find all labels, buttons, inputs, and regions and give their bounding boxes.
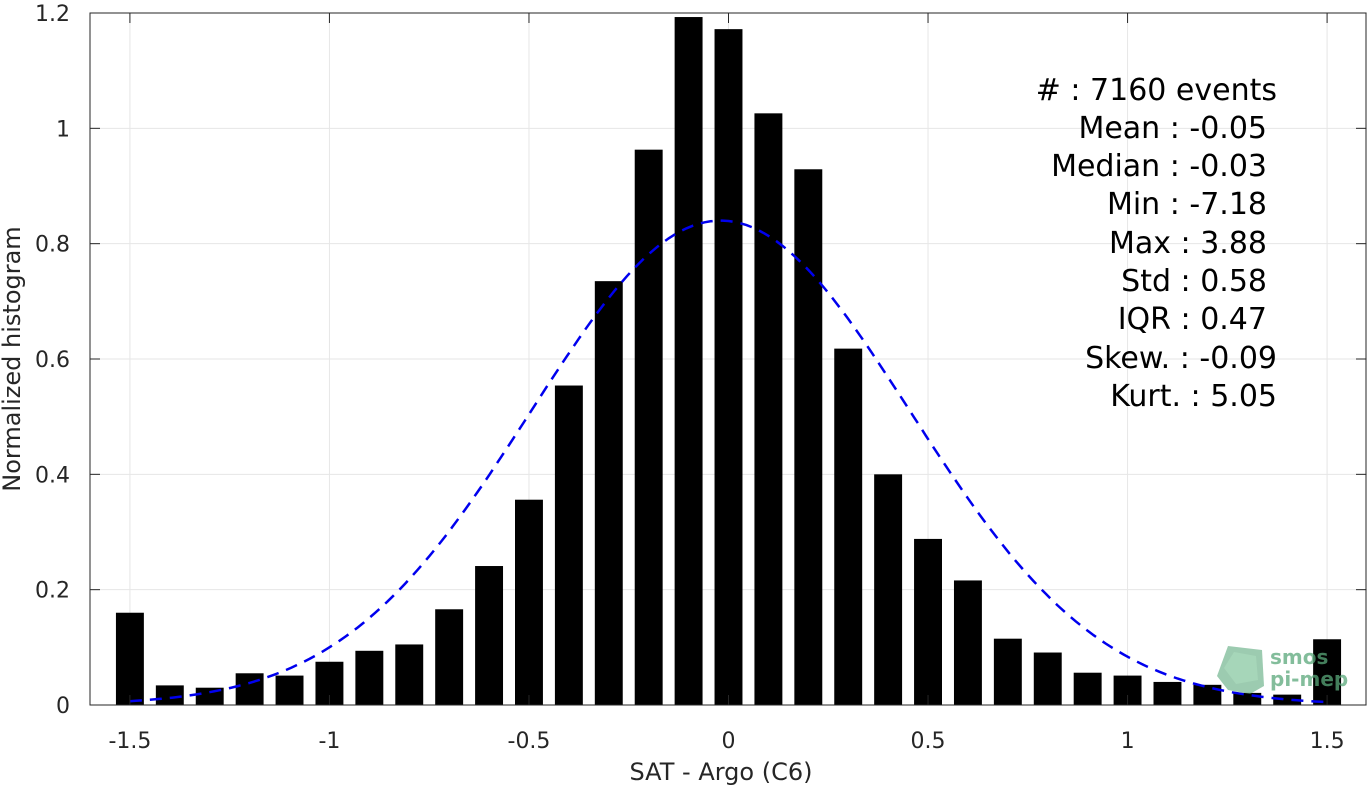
histogram-bar (435, 609, 464, 705)
logo-line2: pi-mep (1270, 667, 1348, 691)
histogram-bar (235, 673, 264, 705)
y-tick-label: 1 (56, 117, 70, 142)
axis-ticks: -1.5 -1 -0.5 0 0.5 1 1.5 0 0.2 0.4 0.6 0.8 1 1.2 (35, 2, 1366, 754)
histogram-bar (1313, 639, 1342, 705)
x-tick-label: 1.5 (1310, 729, 1345, 754)
logo-line1: smos (1270, 645, 1328, 669)
histogram-bar (714, 29, 743, 705)
histogram-bar (275, 675, 304, 705)
histogram-bar (754, 113, 783, 706)
histogram-bar (395, 644, 424, 705)
histogram-bar (874, 474, 903, 705)
smos-pimep-logo: smos pi-mep (1217, 645, 1348, 694)
stats-skewness: Skew. : -0.09 (1085, 341, 1277, 376)
y-tick-label: 0.2 (35, 579, 70, 604)
bar-series (115, 17, 1342, 706)
x-axis-label: SAT - Argo (C6) (630, 758, 813, 786)
x-tick-label: 0.5 (911, 729, 946, 754)
x-tick-label: 0 (722, 729, 736, 754)
histogram-bar (115, 612, 144, 705)
fit-curve-layer (129, 219, 1328, 704)
x-tick-label: -1.5 (108, 729, 151, 754)
histogram-bar (1233, 692, 1262, 705)
histogram-bar (1273, 694, 1302, 705)
histogram-bar (554, 385, 583, 705)
logo-wave-mark-inner (1224, 652, 1258, 684)
y-tick-label: 0 (56, 694, 70, 719)
histogram-bar (475, 566, 504, 705)
y-tick-label: 0.6 (35, 348, 70, 373)
stats-min: Min : -7.18 (1107, 187, 1267, 222)
x-tick-label: -1 (318, 729, 340, 754)
stats-median: Median : -0.03 (1051, 149, 1267, 184)
histogram-bar (355, 650, 384, 705)
stats-iqr: IQR : 0.47 (1118, 302, 1267, 337)
histogram-bar (834, 348, 863, 705)
histogram-bar (993, 638, 1022, 705)
histogram-bar (953, 580, 982, 705)
gaussian-fit-curve (129, 219, 1328, 704)
stats-count: # : 7160 events (1036, 73, 1277, 108)
histogram-bar (674, 17, 703, 705)
stats-mean: Mean : -0.05 (1078, 111, 1267, 146)
stats-kurtosis: Kurt. : 5.05 (1110, 379, 1277, 414)
histogram-bar (1073, 672, 1102, 705)
histogram-bar (914, 538, 942, 705)
stats-std: Std : 0.58 (1121, 264, 1267, 299)
stats-max: Max : 3.88 (1109, 226, 1267, 261)
histogram-bar (155, 685, 184, 705)
x-tick-label: 1 (1121, 729, 1135, 754)
histogram-bar (1153, 681, 1182, 705)
histogram-bar (1033, 652, 1062, 705)
histogram-bar (594, 281, 623, 705)
histogram-bar (515, 499, 543, 705)
y-axis-label: Normalized histogram (0, 226, 26, 491)
y-tick-label: 1.2 (35, 2, 70, 27)
histogram-bar (794, 169, 823, 705)
y-tick-label: 0.8 (35, 233, 70, 258)
statistics-annotation: # : 7160 events Mean : -0.05 Median : -0… (1036, 73, 1277, 414)
histogram-bar (1193, 684, 1222, 705)
x-tick-label: -0.5 (508, 729, 551, 754)
histogram-bar (634, 149, 663, 706)
y-tick-label: 0.4 (35, 463, 70, 488)
